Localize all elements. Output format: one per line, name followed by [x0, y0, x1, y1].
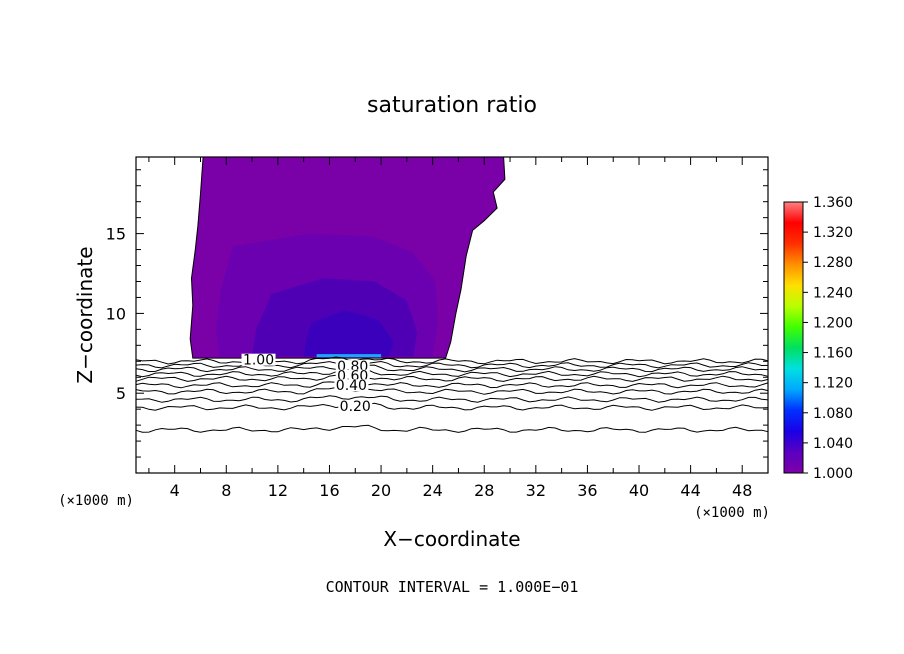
y-ticks: 5 10 15 — [106, 169, 768, 458]
contour-label: 0.40 — [336, 378, 367, 394]
chart-title: saturation ratio — [367, 93, 537, 118]
contour-line-0.50 — [135, 379, 769, 389]
colorbar-label: 1.160 — [813, 346, 853, 362]
x-unit-right: (×1000 m) — [694, 505, 770, 521]
contour-line-0.30 — [135, 395, 769, 403]
contour-line-0.10 — [135, 424, 769, 433]
colorbar-label: 1.000 — [813, 466, 853, 482]
contour-line-0.40 — [135, 387, 769, 395]
contour-line-0.80 — [135, 364, 769, 373]
contour-line-0.20 — [135, 402, 769, 411]
colorbar-label: 1.040 — [813, 436, 853, 452]
x-tick-label: 20 — [371, 481, 391, 500]
colorbar-label: 1.240 — [813, 285, 853, 301]
x-tick-label: 40 — [629, 481, 649, 500]
x-tick-label: 4 — [170, 481, 180, 500]
contour-label-bg — [335, 369, 370, 382]
contour-line-0.70 — [135, 368, 769, 378]
contour-labels: 1.00 0.800.600.400.20 — [241, 353, 373, 415]
contour-lines — [135, 356, 769, 433]
x-tick-label: 24 — [422, 481, 442, 500]
plume-region-1.03 — [303, 310, 394, 357]
contour-line-0.90 — [135, 360, 769, 369]
x-axis-label: X−coordinate — [383, 527, 520, 551]
y-tick-label: 15 — [106, 225, 126, 244]
colorbar-label: 1.200 — [813, 315, 853, 331]
contour-line-1.00 — [135, 356, 769, 365]
plume-region-1.07 — [316, 354, 382, 358]
contour-line-0.60 — [135, 373, 769, 382]
x-tick-label: 16 — [319, 481, 339, 500]
y-tick-label: 10 — [106, 304, 126, 323]
contour-label: 0.20 — [340, 399, 371, 415]
colorbar-label: 1.080 — [813, 406, 853, 422]
colorbar-gradient — [783, 201, 804, 474]
x-tick-label: 8 — [221, 481, 231, 500]
x-tick-label: 28 — [474, 481, 494, 500]
colorbar-label: 1.320 — [813, 225, 853, 241]
x-tick-label: 32 — [526, 481, 546, 500]
colorbar-label: 1.280 — [813, 255, 853, 271]
x-tick-label: 12 — [268, 481, 288, 500]
x-tick-label: 36 — [577, 481, 597, 500]
colorbar: 1.000 1.040 1.080 1.120 1.160 1.200 1.240 1.280… — [783, 195, 853, 482]
plot-area: 1.00 0.800.600.400.20 4 8 12 16 20 24 28 32 36 40 4… — [106, 156, 769, 500]
contour-label: 1.00 — [243, 353, 274, 369]
y-axis-label: Z−coordinate — [73, 246, 97, 383]
contour-label-bg — [241, 353, 276, 366]
y-tick-label: 5 — [116, 384, 126, 403]
contour-interval-note: CONTOUR INTERVAL = 1.000E−01 — [326, 578, 579, 596]
x-tick-label: 44 — [680, 481, 700, 500]
contour-label-bg — [334, 379, 369, 392]
x-ticks: 4 8 12 16 20 24 28 32 36 40 44 48 — [148, 157, 769, 500]
contour-label-bg — [335, 360, 370, 373]
contour-label-bg — [338, 399, 373, 412]
x-unit-left: (×1000 m) — [58, 493, 134, 509]
x-tick-label: 48 — [732, 481, 752, 500]
filled-contours — [189, 156, 506, 359]
colorbar-label: 1.120 — [813, 376, 853, 392]
colorbar-label: 1.360 — [813, 195, 853, 211]
